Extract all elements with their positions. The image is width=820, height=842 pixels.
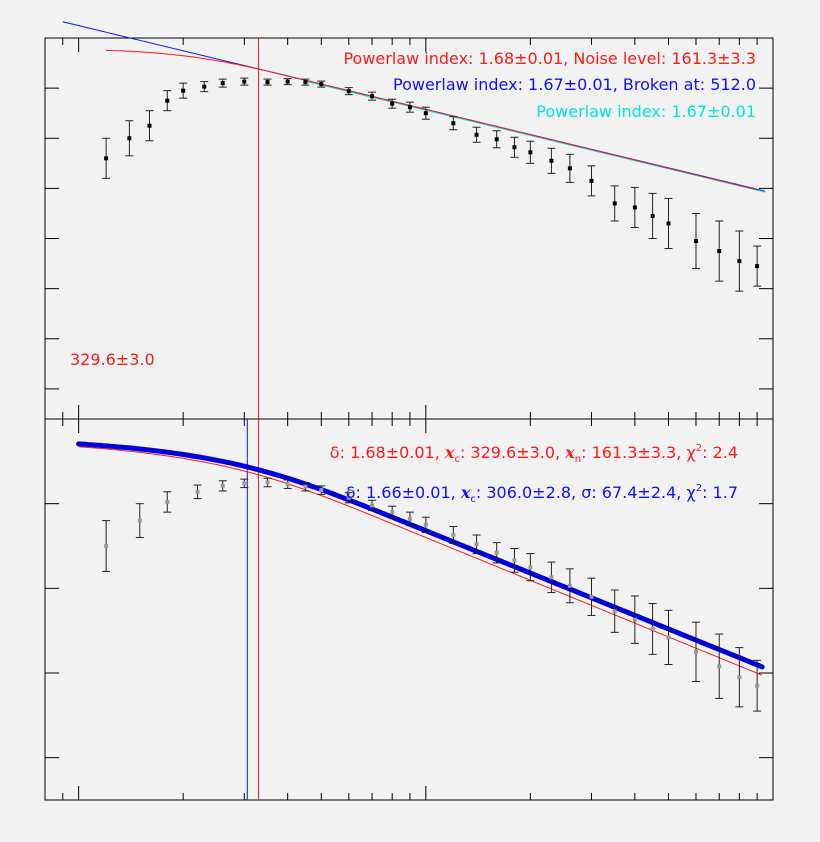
bottom-data-point: [512, 558, 517, 563]
top-data-point: [165, 98, 170, 103]
cyan-fit-line: [305, 80, 766, 193]
top-data-point: [319, 82, 324, 87]
bottom-data-point: [693, 649, 698, 654]
top-data-point: [370, 94, 375, 99]
bottom-data-point: [346, 495, 351, 500]
bottom-data-point: [220, 483, 225, 488]
top-data-point: [423, 111, 428, 116]
top-data-point: [612, 201, 617, 206]
top-panel: Powerlaw index: 1.68±0.01, Noise level: …: [44, 21, 774, 420]
bottom-data-point: [632, 617, 637, 622]
top-data-point: [407, 105, 412, 110]
top-data-point: [528, 150, 533, 155]
top-data-point: [265, 80, 270, 85]
bottom-data-point: [650, 626, 655, 631]
top-data-point: [494, 137, 499, 142]
bottom-ticks: [44, 418, 774, 800]
bottom-data-point: [104, 544, 109, 548]
top-data-point: [650, 213, 655, 218]
top-data-point: [474, 132, 479, 137]
top-data-point: [717, 249, 722, 254]
top-data-point: [390, 101, 395, 106]
top-data-point: [632, 205, 637, 210]
bottom-data-point: [265, 480, 270, 485]
bottom-fit-lines: [76, 419, 765, 800]
bottom-data-point: [195, 489, 200, 494]
bottom-data-point: [528, 565, 533, 570]
bottom-data-points: [102, 477, 762, 712]
red-model-curve: [78, 446, 763, 676]
top-red-annotation: Powerlaw index: 1.68±0.01, Noise level: …: [343, 49, 756, 68]
bottom-data-point: [423, 522, 428, 527]
bottom-blue-annotation: δ: 1.66±0.01, xc: 306.0±2.8, σ: 67.4±2.4…: [346, 483, 738, 505]
blue-model-curve: [76, 441, 765, 670]
bottom-data-point: [737, 675, 742, 680]
bottom-data-point: [589, 594, 594, 599]
top-data-point: [346, 89, 351, 94]
bottom-data-point: [165, 499, 170, 504]
bottom-data-point: [137, 518, 142, 523]
top-data-point: [737, 259, 742, 264]
red-fit-curve: [106, 49, 758, 191]
top-data-point: [181, 88, 186, 93]
top-data-point: [220, 81, 225, 86]
bottom-panel: δ: 1.68±0.01, xc: 329.6±3.0, xn: 161.3±3…: [44, 418, 774, 801]
bottom-data-point: [451, 532, 456, 537]
bottom-data-point: [407, 516, 412, 521]
top-data-point: [666, 221, 671, 226]
bottom-data-point: [285, 482, 290, 487]
top-data-point: [285, 79, 290, 84]
top-data-point: [127, 136, 132, 141]
bottom-data-point: [567, 583, 572, 588]
bottom-plot-frame: [44, 418, 774, 801]
top-data-point: [589, 178, 594, 183]
bottom-data-point: [319, 488, 324, 493]
bottom-data-point: [474, 542, 479, 547]
bottom-data-point: [717, 664, 722, 669]
top-data-point: [202, 84, 207, 89]
top-data-point: [549, 158, 554, 163]
top-data-point: [451, 121, 456, 126]
top-data-point: [755, 264, 760, 269]
bottom-data-point: [242, 481, 247, 486]
bottom-data-point: [390, 510, 395, 515]
bottom-data-point: [494, 550, 499, 555]
bottom-data-point: [755, 683, 760, 688]
top-fit-lines: [62, 21, 766, 419]
top-data-point: [512, 145, 517, 150]
bottom-red-annotation: δ: 1.68±0.01, xc: 329.6±3.0, xn: 161.3±3…: [330, 443, 738, 465]
top-cyan-annotation: Powerlaw index: 1.67±0.01: [536, 102, 756, 121]
cutoff-label: 329.6±3.0: [70, 350, 155, 369]
top-data-point: [242, 79, 247, 84]
bottom-data-point: [549, 575, 554, 580]
top-data-point: [104, 156, 109, 161]
top-data-points: [102, 77, 762, 292]
top-data-point: [147, 123, 152, 128]
top-blue-annotation: Powerlaw index: 1.67±0.01, Broken at: 51…: [393, 75, 756, 94]
top-data-point: [693, 239, 698, 244]
bottom-data-point: [666, 635, 671, 640]
bottom-data-point: [612, 609, 617, 614]
bottom-data-point: [303, 484, 308, 489]
top-ticks: [44, 37, 774, 419]
top-data-point: [567, 166, 572, 171]
top-data-point: [303, 80, 308, 85]
bottom-data-point: [370, 503, 375, 508]
